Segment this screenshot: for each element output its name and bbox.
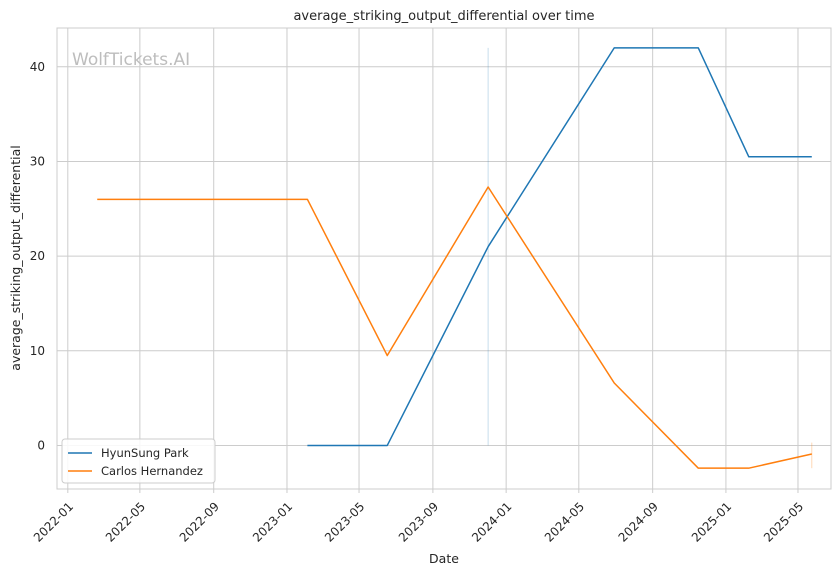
legend: HyunSung Park Carlos Hernandez: [61, 438, 216, 484]
legend-box: [61, 438, 216, 484]
series-lines: [97, 47, 812, 469]
x-tick-label: 2023-05: [322, 499, 367, 544]
x-tick-label: 2023-01: [250, 499, 295, 544]
plot-area: [57, 28, 831, 489]
x-tick-label: 2023-09: [396, 499, 441, 544]
plot-border: [56, 27, 832, 490]
x-tick-label: 2024-09: [616, 499, 661, 544]
y-tick-label: 20: [30, 249, 45, 263]
y-axis-label: average_striking_output_differential: [8, 145, 23, 370]
x-tick-label: 2022-05: [103, 499, 148, 544]
chart-title: average_striking_output_differential ove…: [293, 9, 594, 24]
x-axis-label: Date: [429, 551, 459, 566]
legend-label-carlos-hernandez: Carlos Hernandez: [101, 464, 203, 478]
x-tick-label: 2025-01: [689, 499, 734, 544]
y-tick-label: 10: [30, 344, 45, 358]
legend-label-hyunsung-park: HyunSung Park: [101, 446, 189, 460]
x-tick-label: 2022-09: [177, 499, 222, 544]
x-tick-label: 2025-05: [761, 499, 806, 544]
y-tick-label: 30: [30, 154, 45, 168]
y-tick-label: 0: [37, 438, 45, 452]
watermark-text: WolfTickets.AI: [72, 50, 190, 70]
y-tick-label: 40: [30, 60, 45, 74]
x-tick-label: 2024-05: [542, 499, 587, 544]
x-tick-label: 2022-01: [31, 499, 76, 544]
series-line-hyunsung-park: [307, 47, 812, 447]
series-line-carlos-hernandez: [97, 186, 812, 469]
x-tick-label: 2024-01: [469, 499, 514, 544]
